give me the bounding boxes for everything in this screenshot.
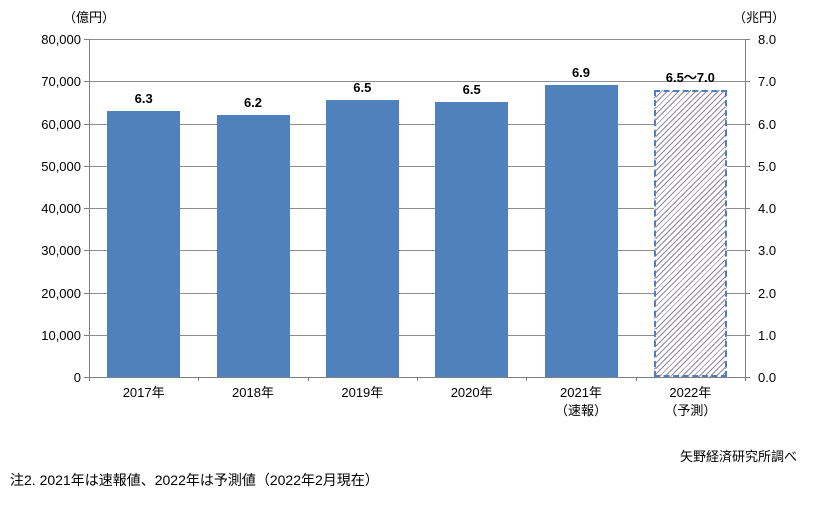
x-axis-label-2017: 2017年 [122,385,165,400]
left-axis-line [89,39,90,377]
gridline [89,250,745,252]
bar-value-label-2017: 6.3 [134,90,153,106]
x-axis-tick [198,377,200,381]
gridline [89,39,745,40]
right-axis-tick-label: 1.0 [758,327,777,343]
x-axis-tick [745,377,746,381]
left-axis-tick [84,377,89,378]
x-axis-label-2019: 2019年 [341,385,384,400]
x-axis-label-2018: 2018年 [232,385,274,400]
left-axis-tick-label: 80,000 [41,32,81,47]
left-axis-tick [84,165,89,167]
bar-2019 [325,100,399,377]
right-axis-tick-label: 7.0 [758,74,777,90]
forecast-bar-2022 [653,89,727,377]
left-axis-tick-label: 30,000 [41,243,81,259]
right-axis-tick-label: 2.0 [758,285,777,301]
left-axis-tick [84,39,89,40]
left-axis-tick [84,250,89,252]
left-axis-title: （億円） [63,10,116,25]
right-axis-tick [745,292,750,294]
left-axis-tick [84,292,89,294]
x-axis-tick [635,377,637,381]
bar-2020 [435,101,509,377]
right-axis-tick-label: 5.0 [758,158,777,174]
gridline [89,165,745,167]
left-axis-tick-label: 50,000 [41,158,81,174]
left-axis-tick-label: 40,000 [41,201,81,216]
left-axis-tick [84,81,89,83]
right-axis-tick [745,165,750,167]
right-axis-tick [745,334,750,336]
x-axis-tick [526,377,528,381]
left-axis-tick-label: 60,000 [41,116,81,132]
x-axis-label-2021: 2021年 （速報） [554,385,607,418]
left-axis-tick [84,208,89,209]
left-axis-tick-label: 10,000 [41,327,81,343]
x-axis-tick [89,377,90,381]
source-credit: 矢野経済研究所調べ [679,449,797,464]
right-axis-tick [745,208,750,209]
right-axis-tick [745,123,750,125]
right-axis-tick-label: 3.0 [758,243,777,259]
left-axis-tick-label: 20,000 [41,285,81,301]
gridline [89,123,745,125]
right-axis-tick [745,81,750,83]
x-axis-tick [307,377,309,381]
footnote: 注2. 2021年は速報値、2022年は予測値（2022年2月現在） [10,472,379,488]
right-axis-tick [745,39,750,40]
left-axis-tick [84,123,89,125]
right-axis-title: （兆円） [733,10,786,25]
right-axis-line [745,39,746,377]
right-axis-tick-label: 6.0 [758,116,777,132]
x-axis-tick [417,377,418,381]
right-axis-tick [745,377,750,378]
right-axis-tick-label: 4.0 [758,201,777,216]
left-axis-tick [84,334,89,336]
x-axis-label-2022: 2022年 （予測） [664,385,717,418]
bar-value-label-2022: 6.5〜7.0 [665,69,715,85]
left-axis-tick-label: 0 [73,370,81,385]
bar-2017 [107,110,181,377]
right-axis-tick [745,250,750,252]
right-axis-tick-label: 8.0 [758,32,777,47]
gridline [89,292,745,294]
bar-2021 [544,85,618,377]
gridline [89,334,745,336]
right-axis-tick-label: 0.0 [758,370,777,385]
bar-value-label-2018: 6.2 [243,95,263,111]
bar-value-label-2019: 6.5 [353,80,372,96]
left-axis-tick-label: 70,000 [41,74,81,90]
gridline [89,208,745,209]
gridline [89,81,745,83]
bar-2018 [216,115,290,377]
x-axis-label-2020: 2020年 [450,385,493,400]
bar-value-label-2020: 6.5 [462,81,481,97]
bar-value-label-2021: 6.9 [571,65,591,81]
